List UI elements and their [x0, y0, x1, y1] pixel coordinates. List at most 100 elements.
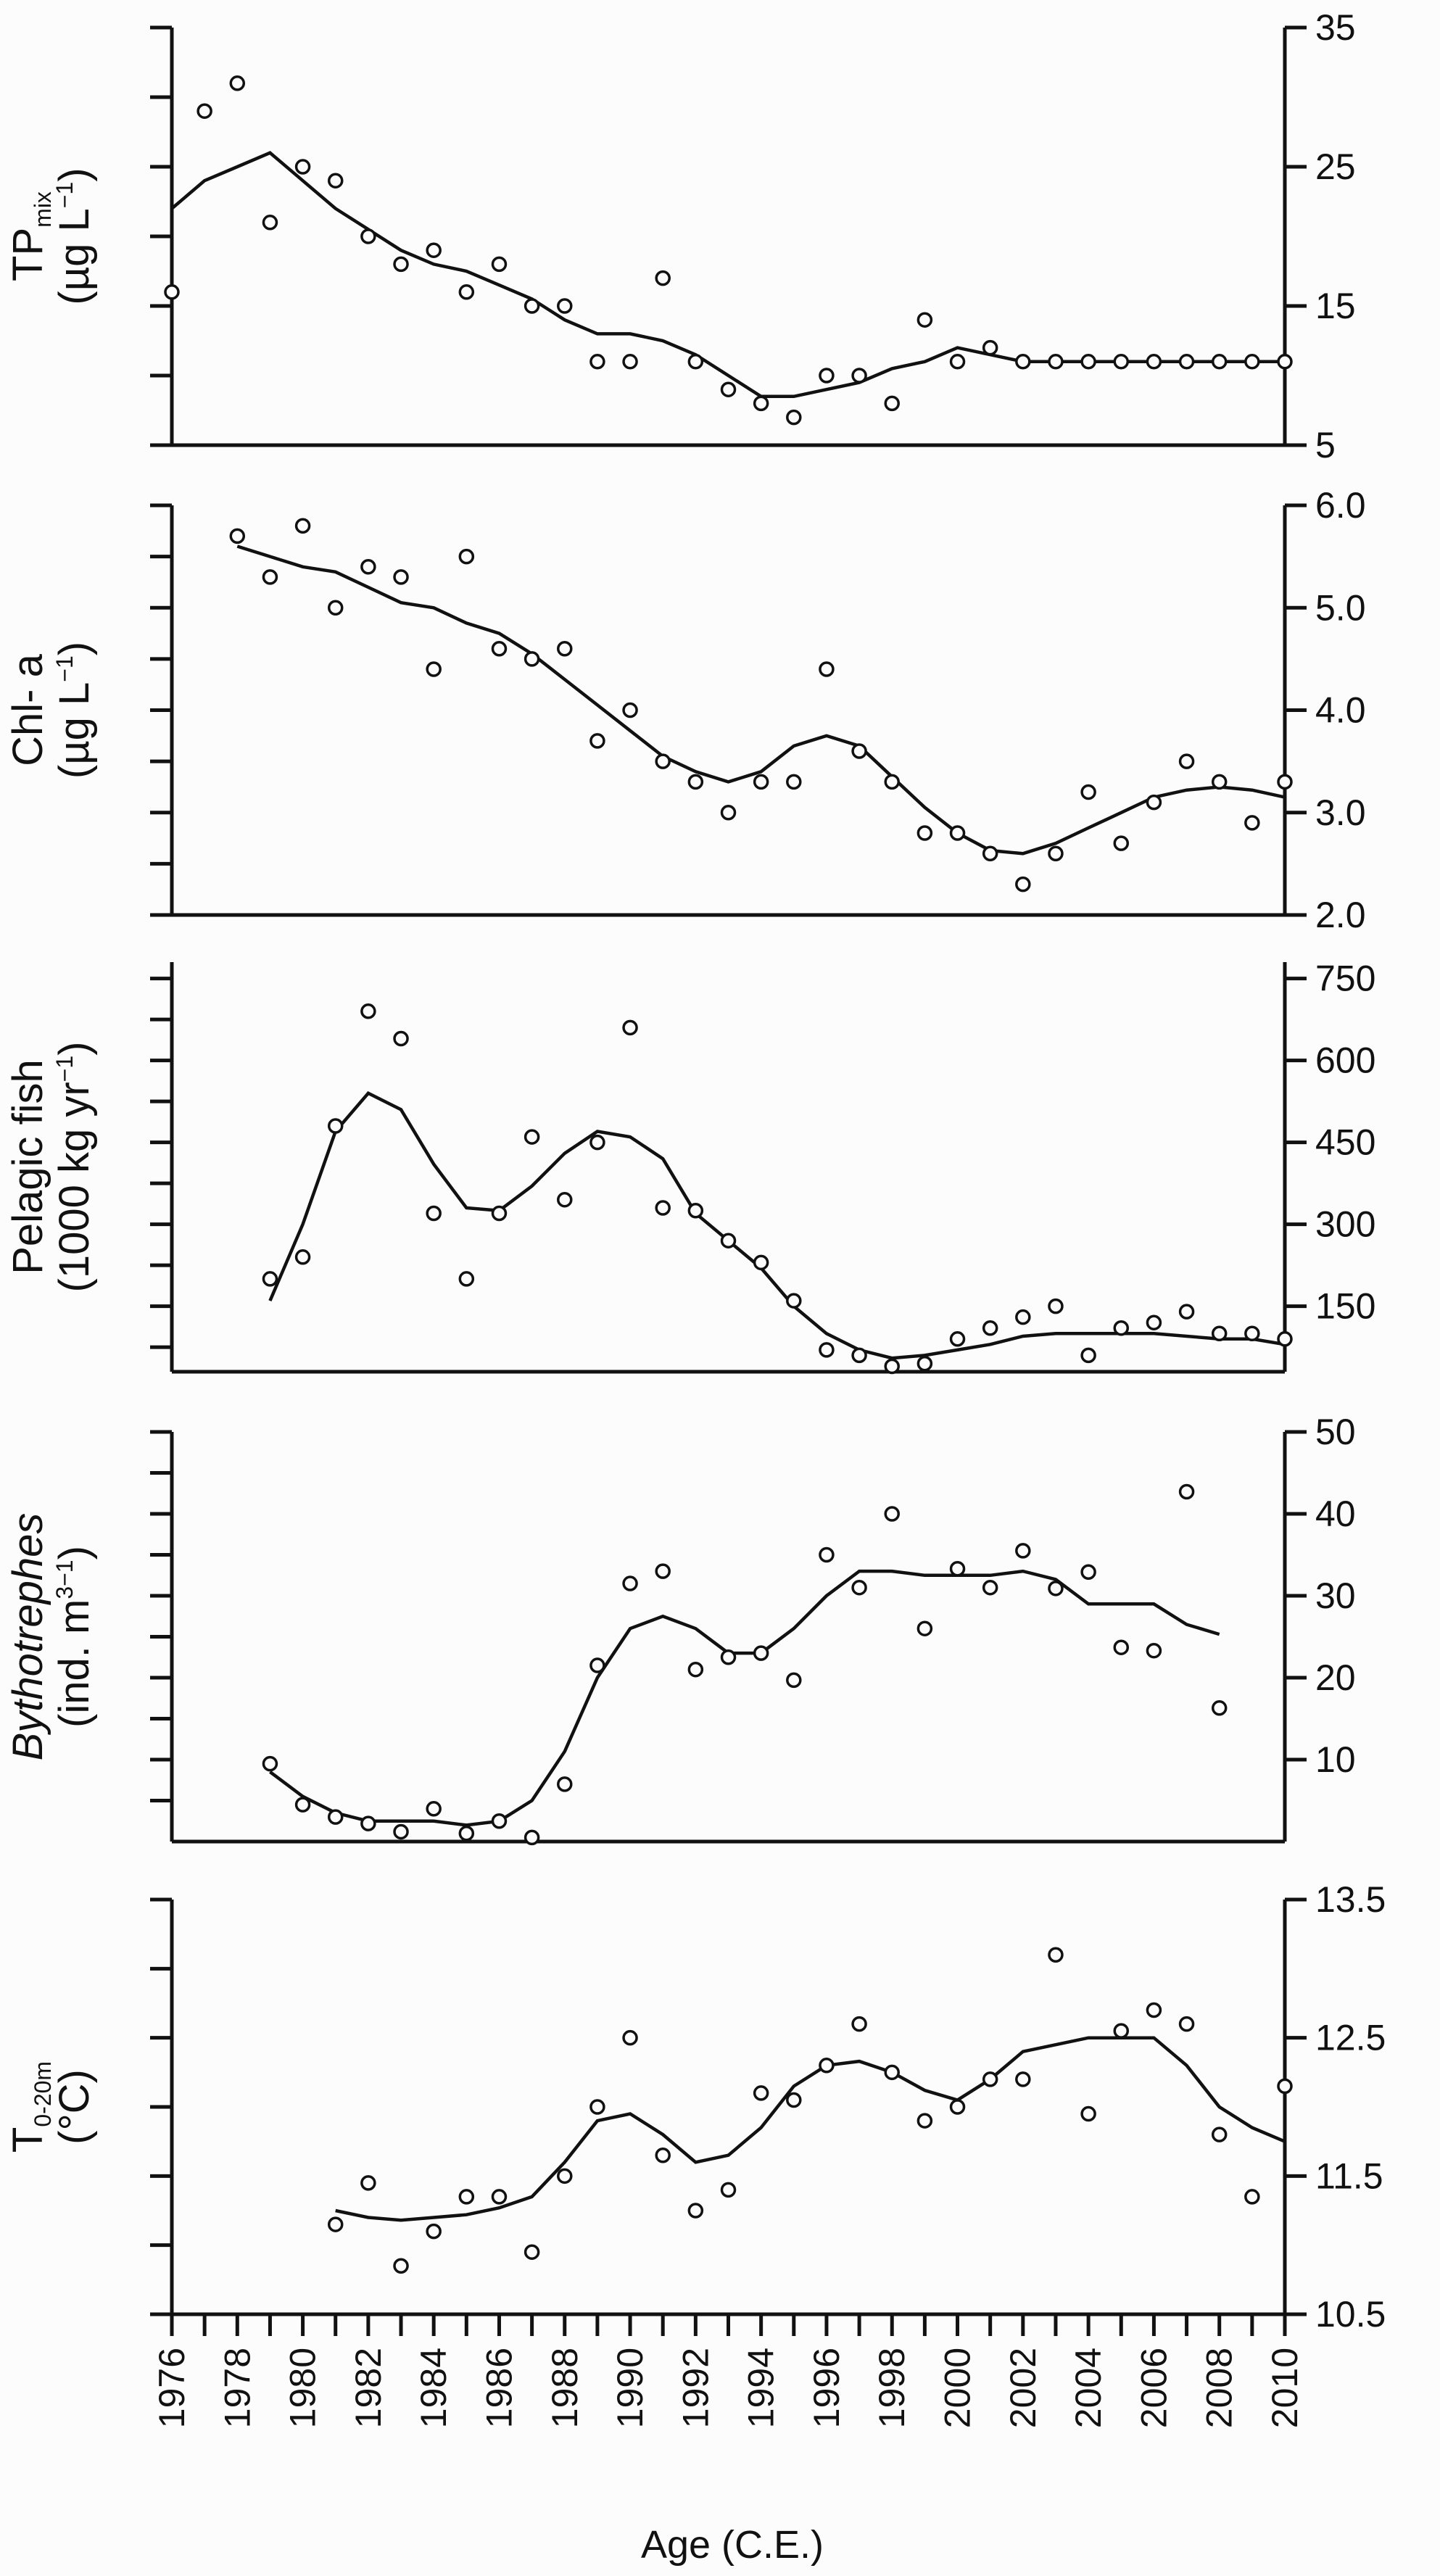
data-point — [393, 256, 409, 273]
data-point — [753, 774, 769, 790]
data-point — [524, 1129, 540, 1145]
data-point — [360, 1815, 376, 1831]
data-point — [1277, 354, 1293, 370]
data-point — [426, 661, 442, 677]
fit-line — [236, 544, 1286, 856]
data-point — [884, 1506, 900, 1522]
data-point — [720, 381, 737, 397]
data-point — [589, 2099, 605, 2115]
data-point — [589, 1657, 605, 1673]
data-point — [262, 569, 278, 585]
y-axis-unit-superscript: −1 — [51, 655, 78, 682]
data-point — [360, 228, 376, 244]
data-point — [655, 753, 671, 769]
data-point — [1146, 794, 1162, 811]
data-point — [327, 1118, 344, 1134]
data-point — [851, 1579, 867, 1596]
x-tick-label: 1980 — [283, 2348, 323, 2428]
data-point — [884, 2064, 900, 2081]
panel-bytho: 10 20 30 40 50 Bythotrephes (ind. m3−1) — [4, 1412, 1356, 1846]
data-point — [982, 1579, 998, 1596]
data-point — [1113, 835, 1130, 851]
x-tick-label: 1996 — [806, 2348, 847, 2428]
data-point — [851, 743, 867, 759]
x-tick-label: 2006 — [1133, 2348, 1174, 2428]
data-point — [687, 1203, 704, 1219]
y-axis-unit-superscript: −1 — [51, 1056, 78, 1082]
data-point — [1178, 354, 1195, 370]
data-point — [1113, 1320, 1130, 1336]
y-axis-unit-close: ) — [51, 1546, 98, 1560]
data-point — [949, 2099, 966, 2115]
right-tick-label: 35 — [1315, 7, 1356, 48]
data-point — [949, 354, 966, 370]
data-point — [687, 2203, 704, 2219]
data-point — [687, 354, 704, 370]
data-point — [622, 1019, 638, 1036]
data-point — [557, 641, 573, 657]
data-point — [393, 1030, 409, 1047]
data-point — [294, 518, 311, 534]
y-axis-unit: (µg L−1) — [51, 642, 98, 779]
fit-line — [335, 2036, 1286, 2222]
data-point — [982, 845, 998, 861]
y-axis-title-main: TP — [4, 228, 51, 281]
x-tick-label: 1992 — [675, 2348, 716, 2428]
data-point — [1048, 845, 1064, 861]
x-tick-label: 2004 — [1068, 2348, 1109, 2428]
data-point — [294, 159, 311, 175]
data-point — [1080, 1347, 1096, 1364]
data-point — [491, 2189, 508, 2205]
data-point — [458, 1271, 475, 1287]
panel-fish: 150 300 450 600 750 Pelagic fish (1000 kg yr−1… — [4, 958, 1375, 1375]
data-point — [753, 2085, 769, 2101]
data-point — [949, 825, 966, 841]
y-axis-unit-close: ) — [51, 167, 98, 181]
data-point — [622, 702, 638, 718]
data-point — [360, 1003, 376, 1019]
data-point — [1113, 354, 1130, 370]
right-tick-label: 13.5 — [1315, 1879, 1386, 1920]
y-axis-title: T0-20m — [4, 2061, 56, 2153]
data-point — [393, 1823, 409, 1840]
data-point — [1211, 354, 1228, 370]
right-tick-label: 20 — [1315, 1657, 1356, 1698]
x-tick-label: 1988 — [545, 2348, 585, 2428]
right-tick-label: 450 — [1315, 1122, 1375, 1163]
data-point — [687, 774, 704, 790]
data-point — [916, 312, 933, 328]
data-point — [524, 1829, 540, 1846]
data-point — [1113, 1639, 1130, 1655]
data-point — [557, 1191, 573, 1208]
data-point — [884, 774, 900, 790]
data-point — [393, 569, 409, 585]
x-tick-label: 2010 — [1265, 2348, 1305, 2428]
data-point — [687, 1661, 704, 1678]
x-tick-label: 1976 — [152, 2348, 192, 2428]
right-tick-label: 3.0 — [1315, 792, 1366, 833]
data-point — [982, 2071, 998, 2087]
y-axis-unit-text: (ind. m — [51, 1599, 98, 1728]
x-tick-label: 1982 — [348, 2348, 389, 2428]
data-point — [491, 1205, 508, 1222]
data-point — [327, 2216, 344, 2232]
data-point — [1048, 1947, 1064, 1963]
data-point — [1080, 1564, 1096, 1580]
data-point — [1244, 815, 1260, 831]
data-point — [1080, 2105, 1096, 2122]
x-axis-group: 1976 1978 1980 1982 1984 1986 1988 1990 1992 1994… — [152, 2314, 1305, 2428]
y-axis-unit-close: ) — [51, 1042, 98, 1056]
x-tick-label: 1986 — [479, 2348, 519, 2428]
y-axis-unit-text: (°C) — [51, 2069, 98, 2145]
data-point — [1277, 1331, 1293, 1347]
data-point — [851, 2016, 867, 2032]
data-point — [819, 1546, 835, 1563]
data-point — [819, 2058, 835, 2074]
data-point — [655, 1200, 671, 1216]
right-tick-label: 5 — [1315, 425, 1336, 465]
data-point — [1048, 354, 1064, 370]
data-point — [1178, 2016, 1195, 2032]
y-axis-unit: (1000 kg yr−1) — [51, 1042, 98, 1293]
data-point — [884, 395, 900, 412]
